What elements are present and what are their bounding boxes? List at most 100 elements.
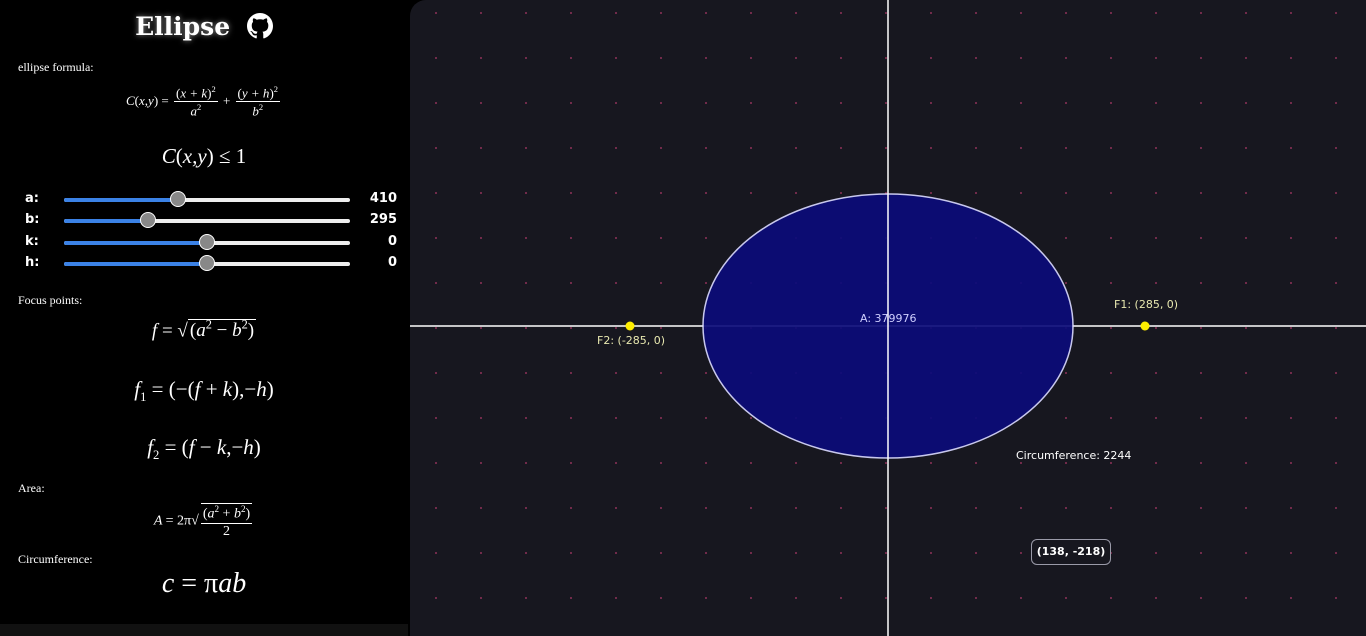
slider-b-track[interactable] <box>64 212 350 228</box>
grid-dot <box>705 237 707 239</box>
grid-dot <box>1110 507 1112 509</box>
slider-a-thumb[interactable] <box>170 191 187 207</box>
grid-dot <box>1065 102 1067 104</box>
grid-dot <box>435 237 437 239</box>
grid-dot <box>660 552 662 554</box>
grid-dot <box>975 12 977 14</box>
grid-dot <box>1065 147 1067 149</box>
github-icon[interactable] <box>246 13 273 45</box>
grid-dot <box>525 147 527 149</box>
grid-dot <box>705 372 707 374</box>
grid-dot <box>525 552 527 554</box>
ellipse-canvas[interactable]: F1: (285, 0) F2: (-285, 0) A: 379976 Cir… <box>410 0 1366 636</box>
slider-k-value: 0 <box>387 234 397 249</box>
grid-dot <box>885 102 887 104</box>
grid-dot <box>570 552 572 554</box>
grid-dot <box>1020 597 1022 599</box>
grid-dot <box>615 57 617 59</box>
grid-dot <box>975 57 977 59</box>
area-label: Area: <box>18 481 45 495</box>
grid-dot <box>480 192 482 194</box>
grid-dot <box>435 507 437 509</box>
grid-dot <box>705 102 707 104</box>
grid-dot <box>1200 372 1202 374</box>
grid-dot <box>840 12 842 14</box>
grid-dot <box>840 507 842 509</box>
slider-h-thumb[interactable] <box>199 255 215 271</box>
grid-dot <box>885 462 887 464</box>
grid-dot <box>885 12 887 14</box>
grid-dot <box>1245 507 1247 509</box>
grid-dot <box>1110 147 1112 149</box>
grid-dot <box>1020 552 1022 554</box>
grid-dot <box>570 12 572 14</box>
grid-dot <box>525 507 527 509</box>
grid-dot <box>660 192 662 194</box>
grid-dot <box>435 372 437 374</box>
grid-dot <box>1200 12 1202 14</box>
grid-dot <box>1110 12 1112 14</box>
grid-dot <box>660 417 662 419</box>
grid-dot <box>705 147 707 149</box>
grid-dot <box>705 57 707 59</box>
grid-dot <box>1335 462 1337 464</box>
grid-dot <box>435 597 437 599</box>
grid-dot <box>795 462 797 464</box>
grid-dot <box>615 147 617 149</box>
grid-dot <box>480 327 482 329</box>
slider-a-value: 410 <box>369 191 397 206</box>
grid-dot <box>1155 417 1157 419</box>
grid-dot <box>480 12 482 14</box>
grid-dot <box>570 237 572 239</box>
grid-dot <box>1335 237 1337 239</box>
slider-a-track[interactable] <box>64 191 350 207</box>
slider-b[interactable]: b: 295 <box>0 210 408 230</box>
grid-dot <box>795 192 797 194</box>
grid-dot <box>1065 282 1067 284</box>
slider-h-track[interactable] <box>64 255 350 271</box>
grid-dot <box>1110 327 1112 329</box>
grid-dot <box>615 417 617 419</box>
grid-dot <box>1245 282 1247 284</box>
grid-dot <box>750 507 752 509</box>
grid-dot <box>525 192 527 194</box>
grid-dot <box>660 327 662 329</box>
grid-dot <box>615 12 617 14</box>
grid-dot <box>930 12 932 14</box>
slider-k[interactable]: k: 0 <box>0 232 408 252</box>
grid-dot <box>705 12 707 14</box>
grid-dot <box>1290 327 1292 329</box>
slider-a[interactable]: a: 410 <box>0 189 408 209</box>
grid-dot <box>705 417 707 419</box>
grid-dot <box>1245 372 1247 374</box>
slider-k-thumb[interactable] <box>199 234 215 250</box>
grid-dot <box>1245 417 1247 419</box>
grid-dot <box>1290 12 1292 14</box>
slider-a-label: a: <box>25 191 39 206</box>
grid-dot <box>615 552 617 554</box>
grid-dot <box>1200 102 1202 104</box>
area-readout: A: 379976 <box>860 312 917 325</box>
grid-dot <box>1065 507 1067 509</box>
title-text: Ellipse <box>135 12 231 41</box>
grid-dot <box>1155 147 1157 149</box>
grid-dot <box>795 597 797 599</box>
slider-b-thumb[interactable] <box>140 212 157 228</box>
grid-dot <box>1290 372 1292 374</box>
grid-dot <box>1155 507 1157 509</box>
grid-dot <box>525 282 527 284</box>
slider-h[interactable]: h: 0 <box>0 253 408 273</box>
grid-dot <box>795 147 797 149</box>
slider-k-track[interactable] <box>64 234 350 250</box>
grid-dot <box>660 507 662 509</box>
grid-dot <box>1335 57 1337 59</box>
grid-dot <box>1290 237 1292 239</box>
grid-dot <box>975 552 977 554</box>
grid-dot <box>660 147 662 149</box>
grid-dot <box>1020 192 1022 194</box>
grid-dot <box>1200 192 1202 194</box>
grid-dot <box>840 147 842 149</box>
grid-dot <box>750 147 752 149</box>
grid-dot <box>1245 147 1247 149</box>
grid-dot <box>750 462 752 464</box>
